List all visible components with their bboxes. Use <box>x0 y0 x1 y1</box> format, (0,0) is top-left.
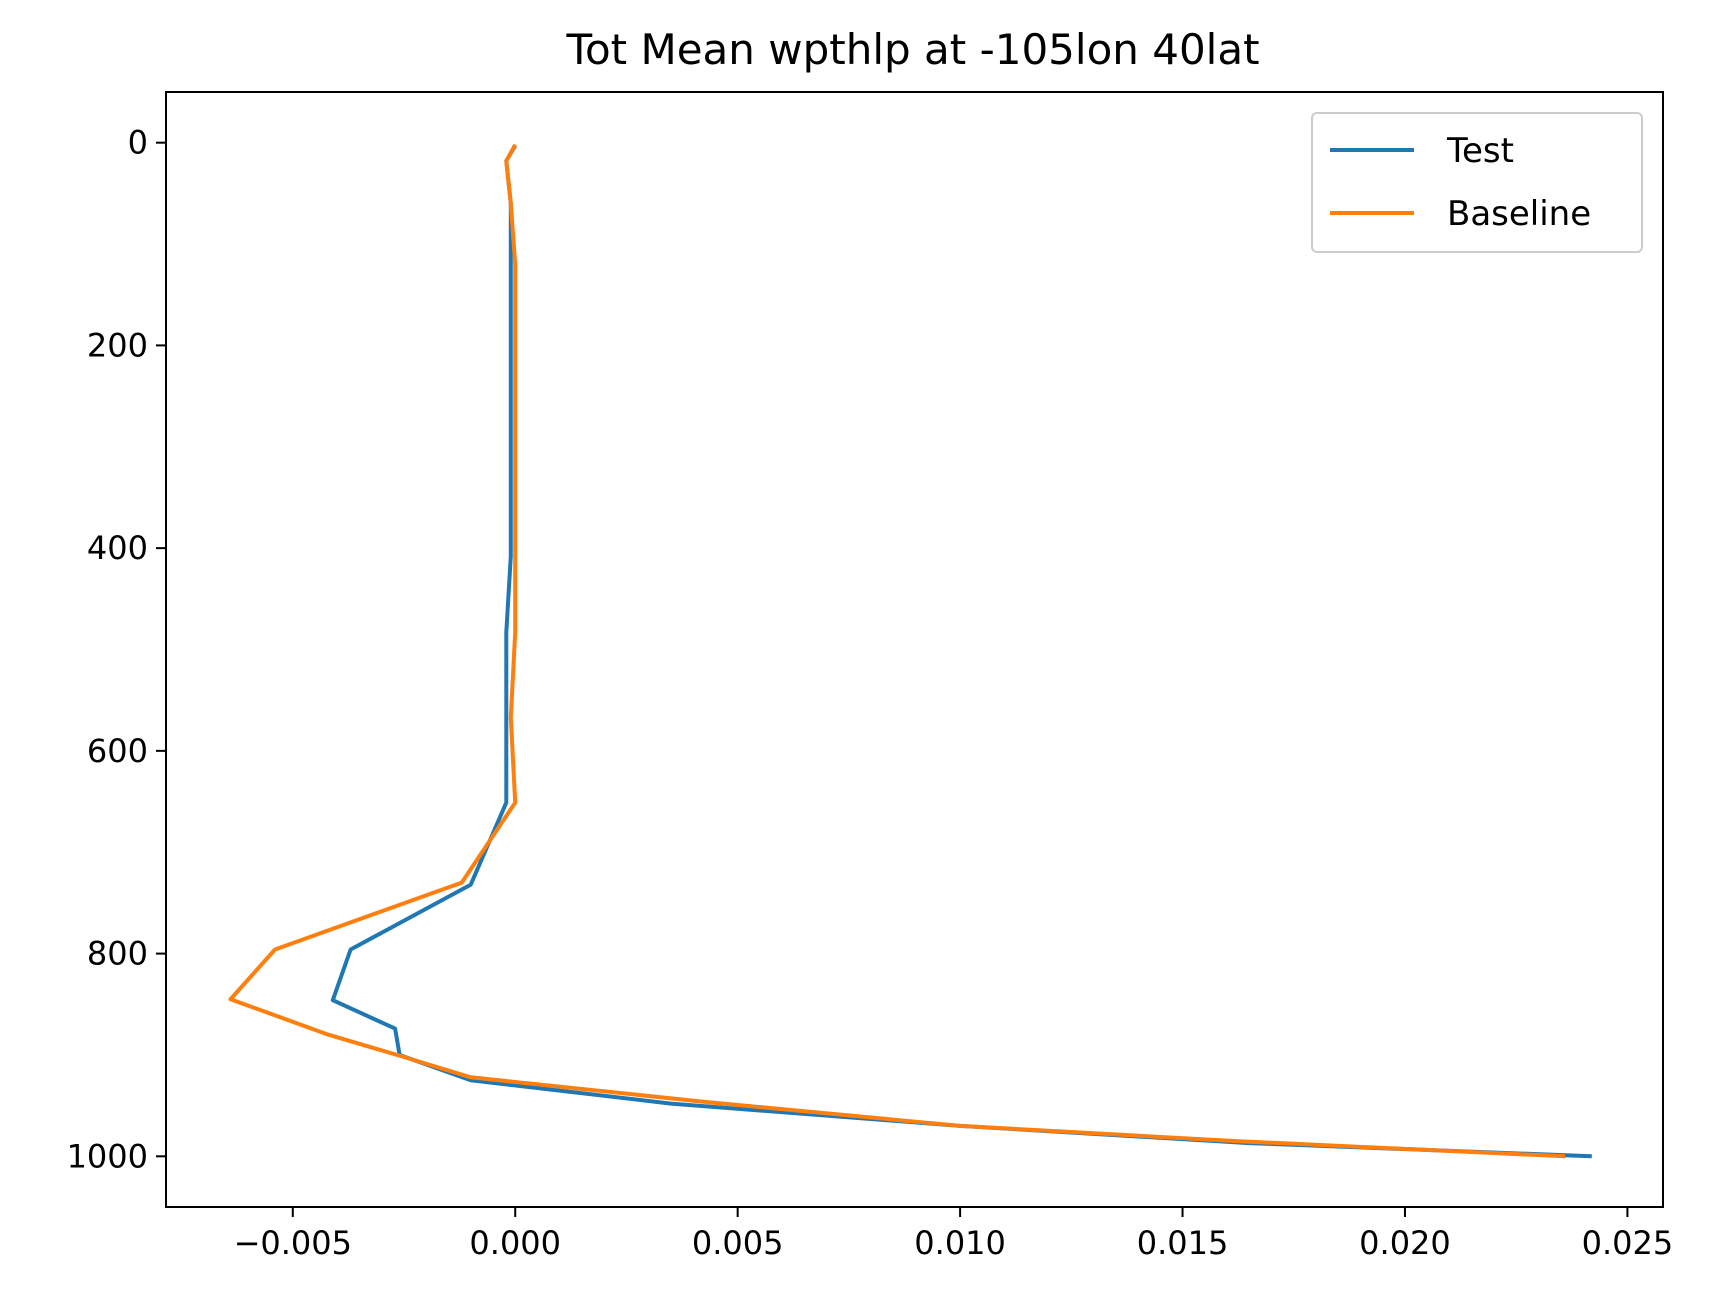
y-tick-label: 200 <box>87 326 148 364</box>
series-line-baseline <box>228 143 1566 1159</box>
legend-label-test: Test <box>1446 131 1514 171</box>
plot-area <box>228 143 1592 1159</box>
x-tick-label: −0.005 <box>234 1224 352 1262</box>
y-tick-label: 800 <box>87 935 148 973</box>
x-tick-label: 0.015 <box>1137 1224 1229 1262</box>
y-tick-label: 400 <box>87 529 148 567</box>
legend-label-baseline: Baseline <box>1447 194 1591 234</box>
plot-frame <box>165 91 1664 1208</box>
x-tick-label: 0.020 <box>1359 1224 1451 1262</box>
y-tick-label: 1000 <box>67 1137 148 1175</box>
x-tick-label: 0.010 <box>914 1224 1006 1262</box>
legend: Test Baseline <box>1311 112 1643 253</box>
x-tick-label: 0.025 <box>1582 1224 1674 1262</box>
chart-title: Tot Mean wpthlp at -105lon 40lat <box>565 25 1259 74</box>
x-tick-label: 0.005 <box>692 1224 784 1262</box>
y-tick-label: 600 <box>87 732 148 770</box>
legend-box <box>1311 112 1643 253</box>
x-axis: −0.005 0.000 0.005 0.010 0.015 0.020 0.025 <box>234 1207 1674 1262</box>
x-tick-label: 0.000 <box>469 1224 561 1262</box>
y-axis: 0 200 400 600 800 1000 <box>67 124 166 1175</box>
y-tick-label: 0 <box>128 124 148 162</box>
